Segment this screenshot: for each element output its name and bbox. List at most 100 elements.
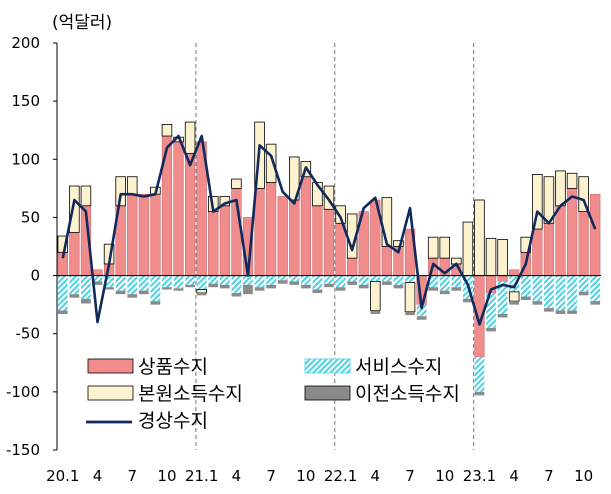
goods-bar xyxy=(127,193,138,276)
services-bar xyxy=(219,275,230,285)
primary-income-bar xyxy=(439,236,451,259)
y-tick-label: -50 xyxy=(16,325,41,343)
y-tick-label: -150 xyxy=(6,441,40,459)
x-tick-label: 10 xyxy=(157,467,176,485)
primary-income-bar xyxy=(370,280,381,311)
services-bar xyxy=(185,275,195,285)
legend-swatch xyxy=(304,358,351,374)
primary-income-bar xyxy=(566,172,578,189)
x-tick-label: 21.1 xyxy=(185,467,218,485)
primary-income-bar xyxy=(231,178,242,189)
services-bar xyxy=(231,275,242,294)
legend-label: 서비스수지 xyxy=(355,356,442,378)
goods-bar xyxy=(312,205,323,276)
axes xyxy=(53,42,601,451)
secondary-income-bar xyxy=(115,290,126,295)
secondary-income-bar xyxy=(509,301,520,305)
services-bar xyxy=(451,275,462,288)
services-bar xyxy=(312,275,323,290)
secondary-income-bar xyxy=(382,281,392,285)
x-tick-label: 7 xyxy=(405,467,415,485)
secondary-income-bar xyxy=(451,287,462,291)
goods-bar xyxy=(208,211,219,276)
secondary-income-bar xyxy=(69,294,80,298)
secondary-income-bar xyxy=(405,311,415,316)
secondary-income-bar xyxy=(520,296,531,300)
goods-bar xyxy=(532,228,543,276)
x-tick-label: 22.1 xyxy=(324,467,357,485)
x-tick-label: 4 xyxy=(509,467,519,485)
secondary-income-bar xyxy=(393,284,404,289)
x-tick-label: 4 xyxy=(232,467,242,485)
unit-label: (억달러) xyxy=(52,13,112,33)
services-bar xyxy=(358,275,369,285)
services-bar xyxy=(196,275,207,290)
services-bar xyxy=(567,275,577,311)
primary-income-bar xyxy=(393,240,404,247)
y-tick-label: -100 xyxy=(6,383,40,401)
secondary-income-bar xyxy=(358,284,369,289)
goods-bar xyxy=(578,211,589,276)
secondary-income-bar xyxy=(300,284,311,289)
goods-bar xyxy=(509,269,520,276)
services-bar xyxy=(544,275,554,309)
secondary-income-bar xyxy=(428,287,439,291)
primary-income-bar xyxy=(184,121,196,154)
services-bar xyxy=(127,275,138,295)
primary-income-bar xyxy=(69,185,80,233)
secondary-income-bar xyxy=(81,298,91,304)
legend-item: 서비스수지 xyxy=(304,356,442,378)
secondary-income-bar xyxy=(266,284,276,289)
x-tick-label: 10 xyxy=(435,467,454,485)
services-bar xyxy=(590,275,601,302)
services-bar xyxy=(393,275,404,285)
x-tick-label: 7 xyxy=(544,467,554,485)
secondary-income-bar xyxy=(555,310,566,314)
secondary-income-bar xyxy=(185,284,195,288)
secondary-income-bar xyxy=(497,313,508,318)
x-tick-label: 23.1 xyxy=(463,467,496,485)
services-bar xyxy=(497,281,508,314)
secondary-income-bar xyxy=(324,283,334,288)
primary-income-bar xyxy=(126,176,138,195)
goods-bar xyxy=(300,176,311,276)
services-bar xyxy=(69,275,80,295)
legend-item: 경상수지 xyxy=(86,410,208,432)
goods-bar xyxy=(173,141,184,276)
secondary-income-bar xyxy=(138,290,149,295)
services-bar xyxy=(208,275,219,284)
y-tick-label: 50 xyxy=(21,208,40,226)
legend-swatch xyxy=(87,358,134,374)
x-tick-label: 10 xyxy=(296,467,315,485)
legend-item: 본원소득수지 xyxy=(87,383,243,405)
primary-income-bar xyxy=(161,124,173,137)
services-bar xyxy=(138,275,149,291)
services-bar xyxy=(486,293,496,328)
primary-income-bar xyxy=(335,205,346,224)
primary-income-bar xyxy=(115,176,126,207)
services-bar xyxy=(81,275,91,299)
legend-swatch xyxy=(87,385,134,401)
x-tick-label: 10 xyxy=(574,467,593,485)
services-bar xyxy=(289,275,300,282)
services-bar xyxy=(300,275,311,285)
services-bar xyxy=(509,275,520,292)
services-bar xyxy=(520,275,531,297)
goods-bar xyxy=(289,199,300,276)
secondary-income-bar xyxy=(104,287,114,290)
goods-bar xyxy=(184,153,196,276)
primary-income-bar xyxy=(427,236,439,259)
secondary-income-bar xyxy=(92,281,103,285)
services-bar xyxy=(254,275,265,288)
secondary-income-bar xyxy=(474,391,485,396)
primary-income-bar xyxy=(312,182,323,207)
secondary-income-bar xyxy=(590,301,601,305)
goods-bar xyxy=(323,209,335,276)
services-bar xyxy=(370,275,381,282)
services-bar xyxy=(266,275,276,285)
primary-income-bar xyxy=(265,143,277,183)
services-bar xyxy=(115,275,126,291)
services-bar xyxy=(578,275,589,292)
